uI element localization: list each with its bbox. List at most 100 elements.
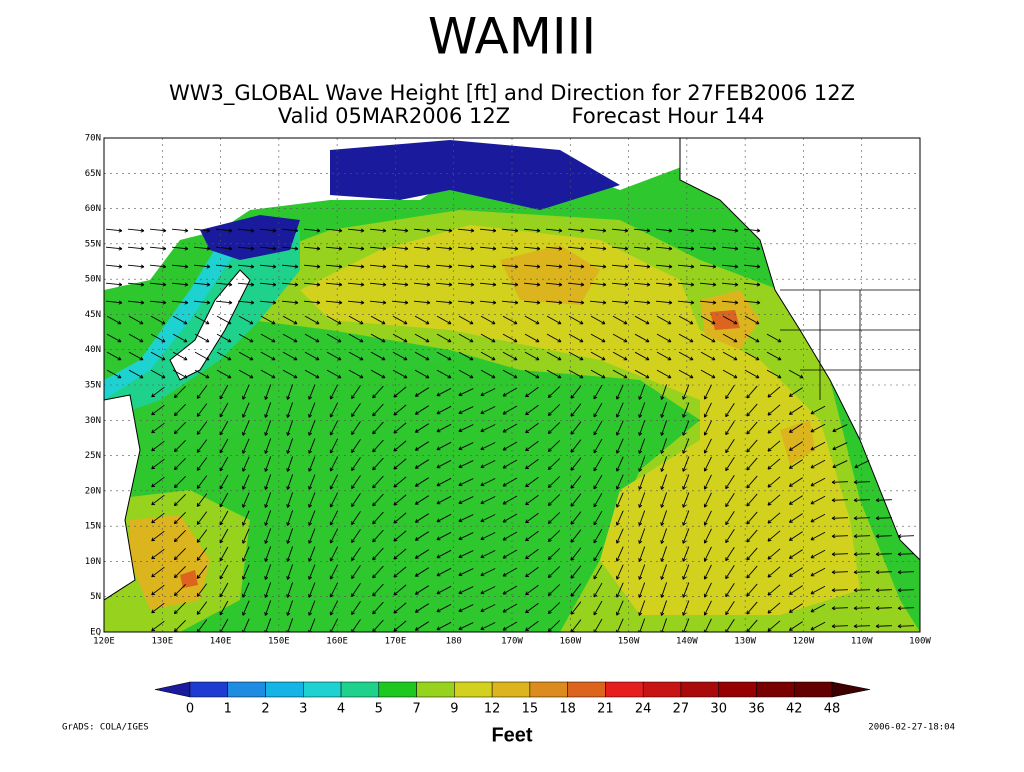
wave-arrow — [348, 315, 364, 325]
wave-arrow — [458, 586, 474, 595]
wave-arrow — [545, 264, 563, 269]
wave-arrow — [194, 351, 210, 361]
wave-arrow — [372, 529, 384, 543]
wave-arrow — [392, 351, 408, 361]
wave-arrow — [523, 246, 541, 251]
wave-arrow — [216, 351, 232, 361]
colorbar-box — [756, 681, 795, 698]
wave-arrow — [703, 510, 712, 526]
wave-arrow — [546, 333, 562, 343]
wave-arrow — [677, 228, 695, 233]
wave-arrow — [149, 228, 167, 233]
wave-arrow — [546, 351, 562, 361]
wave-arrow — [264, 438, 272, 454]
wave-arrow — [853, 570, 871, 575]
wave-arrow — [458, 388, 474, 397]
wave-arrow — [172, 351, 188, 361]
colorbar-label: 9 — [450, 702, 458, 717]
wave-arrow — [633, 282, 651, 287]
wave-arrow — [193, 246, 211, 251]
wave-arrow — [106, 315, 122, 325]
lon-label: 100W — [909, 637, 931, 647]
wave-arrow — [502, 495, 518, 505]
wave-arrow — [413, 300, 431, 305]
wave-arrow — [173, 548, 186, 561]
wave-arrow — [725, 601, 735, 616]
wave-arrow — [219, 510, 229, 526]
wave-arrow — [414, 603, 429, 613]
wave-arrow — [393, 548, 407, 560]
wave-arrow — [831, 588, 849, 593]
wave-arrow — [216, 369, 232, 379]
wave-arrow — [832, 442, 848, 451]
wave-arrow — [746, 421, 758, 435]
wave-arrow — [392, 315, 408, 325]
wave-arrow — [616, 474, 624, 490]
wave-arrow — [567, 246, 585, 251]
wave-arrow — [242, 582, 250, 598]
wave-arrow — [458, 568, 474, 577]
wave-arrow — [372, 385, 384, 399]
wave-arrow — [173, 494, 186, 507]
wave-arrow — [546, 315, 562, 325]
wave-arrow — [703, 564, 712, 580]
wave-arrow — [303, 264, 321, 269]
wave-arrow — [219, 528, 229, 544]
wave-arrow — [286, 528, 294, 544]
wave-arrow — [436, 423, 452, 433]
lon-label: 110W — [851, 637, 873, 647]
lat-label: EQ — [90, 628, 101, 638]
wave-arrow — [831, 516, 849, 521]
wave-arrow — [282, 333, 298, 343]
valid-time: Valid 05MAR2006 12Z — [278, 104, 510, 128]
wave-arrow — [767, 512, 781, 524]
wave-arrow — [743, 282, 761, 287]
lat-label: 50N — [85, 275, 101, 285]
wave-arrow — [502, 369, 518, 379]
wave-arrow — [593, 582, 603, 598]
wave-arrow — [264, 384, 272, 400]
wave-arrow — [414, 513, 429, 523]
wave-arrow — [570, 565, 582, 579]
wave-arrow — [173, 620, 186, 632]
wave-arrow — [788, 603, 803, 613]
wave-arrow — [150, 369, 166, 379]
wave-arrow — [329, 402, 338, 418]
wave-arrow — [678, 351, 694, 361]
wave-arrow — [458, 442, 474, 451]
wave-arrow — [593, 510, 603, 526]
wave-arrow — [329, 618, 338, 632]
wave-arrow — [238, 315, 254, 325]
wave-arrow — [196, 493, 208, 507]
wave-arrow — [853, 498, 871, 503]
wave-arrow — [171, 264, 189, 269]
wave-arrow — [286, 384, 294, 400]
wave-arrow — [655, 300, 673, 305]
colorbar-unit: Feet — [491, 724, 532, 746]
wave-arrow — [286, 492, 294, 508]
wave-arrow — [547, 602, 561, 614]
wave-arrow — [523, 264, 541, 269]
wave-arrow — [703, 528, 712, 544]
wave-arrow — [414, 369, 430, 379]
wave-arrow — [746, 493, 758, 507]
wave-arrow — [242, 420, 250, 436]
wave-arrow — [831, 606, 849, 611]
wave-arrow — [810, 585, 826, 595]
wave-arrow — [593, 456, 603, 472]
wave-arrow — [329, 528, 338, 544]
wave-arrow — [393, 494, 407, 506]
colorbar-box — [454, 681, 493, 698]
wave-arrow — [660, 402, 668, 418]
wave-arrow — [767, 620, 781, 632]
colorbar-label: 3 — [299, 702, 307, 717]
wave-arrow — [589, 246, 607, 251]
wave-arrow — [348, 333, 364, 343]
wave-arrow — [638, 438, 646, 454]
wave-arrow — [590, 333, 606, 343]
wave-arrow — [655, 264, 673, 269]
wave-arrow — [853, 552, 871, 557]
wave-arrow — [219, 600, 229, 616]
wave-arrow — [219, 618, 229, 632]
wave-arrow — [853, 534, 871, 539]
